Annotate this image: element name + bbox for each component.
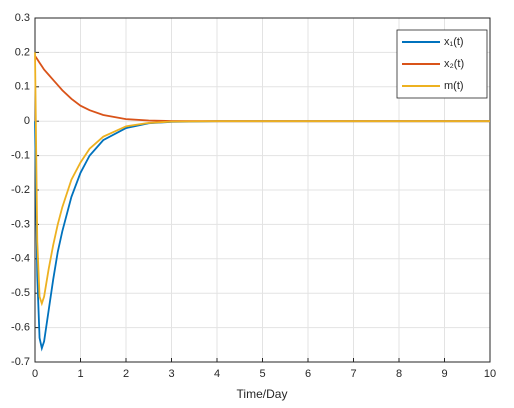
- y-tick-label: 0: [24, 115, 30, 127]
- x-tick-label: 7: [350, 368, 356, 380]
- y-tick-label: -0.2: [11, 184, 30, 196]
- x-tick-label: 6: [305, 368, 311, 380]
- y-tick-label: -0.1: [11, 150, 30, 162]
- x-tick-label: 8: [396, 368, 402, 380]
- x-axis-label: Time/Day: [237, 387, 288, 401]
- x-tick-label: 4: [214, 368, 220, 380]
- series-line: [34, 52, 490, 307]
- legend-label: m(t): [444, 80, 464, 92]
- x-tick-label: 3: [168, 368, 174, 380]
- x-tick-label: 9: [441, 368, 447, 380]
- x-tick-label: 10: [484, 368, 496, 380]
- y-tick-label: -0.5: [11, 287, 30, 299]
- x-tick-label: 0: [32, 368, 38, 380]
- x-tick-label: 5: [259, 368, 265, 380]
- y-tick-label: 0.2: [15, 46, 30, 58]
- y-tick-label: -0.6: [11, 322, 30, 334]
- x-tick-label: 2: [123, 368, 129, 380]
- y-tick-label: 0.3: [15, 12, 30, 24]
- legend-label: x₂(t): [444, 58, 464, 70]
- y-tick-label: -0.7: [11, 356, 30, 368]
- y-tick-label: -0.3: [11, 218, 30, 230]
- y-tick-label: -0.4: [11, 253, 30, 265]
- axes-box: [34, 17, 491, 363]
- legend-label: x₁(t): [444, 36, 464, 48]
- y-tick-label: 0.1: [15, 81, 30, 93]
- x-tick-label: 1: [77, 368, 83, 380]
